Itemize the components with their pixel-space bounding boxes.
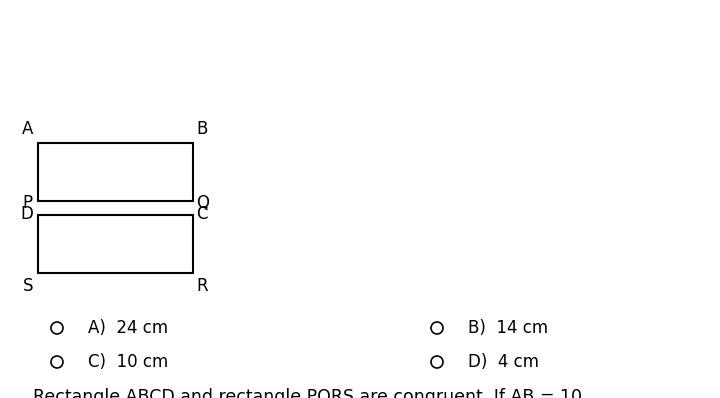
Text: D)  4 cm: D) 4 cm [468,353,539,371]
Bar [38,143,193,201]
Text: S: S [22,277,33,295]
Bar [38,215,193,273]
Text: P: P [23,194,33,212]
Text: A)  24 cm: A) 24 cm [88,319,168,337]
Text: C)  10 cm: C) 10 cm [88,353,168,371]
Text: R: R [196,277,207,295]
Text: B)  14 cm: B) 14 cm [468,319,548,337]
Text: C: C [196,205,207,223]
Text: Rectangle ABCD and rectangle PQRS are congruent. If AB = 10
centimeters, AD = 4 : Rectangle ABCD and rectangle PQRS are co… [33,388,670,398]
Text: B: B [196,120,207,138]
Text: A: A [22,120,33,138]
Text: D: D [20,205,33,223]
Text: Q: Q [196,194,209,212]
